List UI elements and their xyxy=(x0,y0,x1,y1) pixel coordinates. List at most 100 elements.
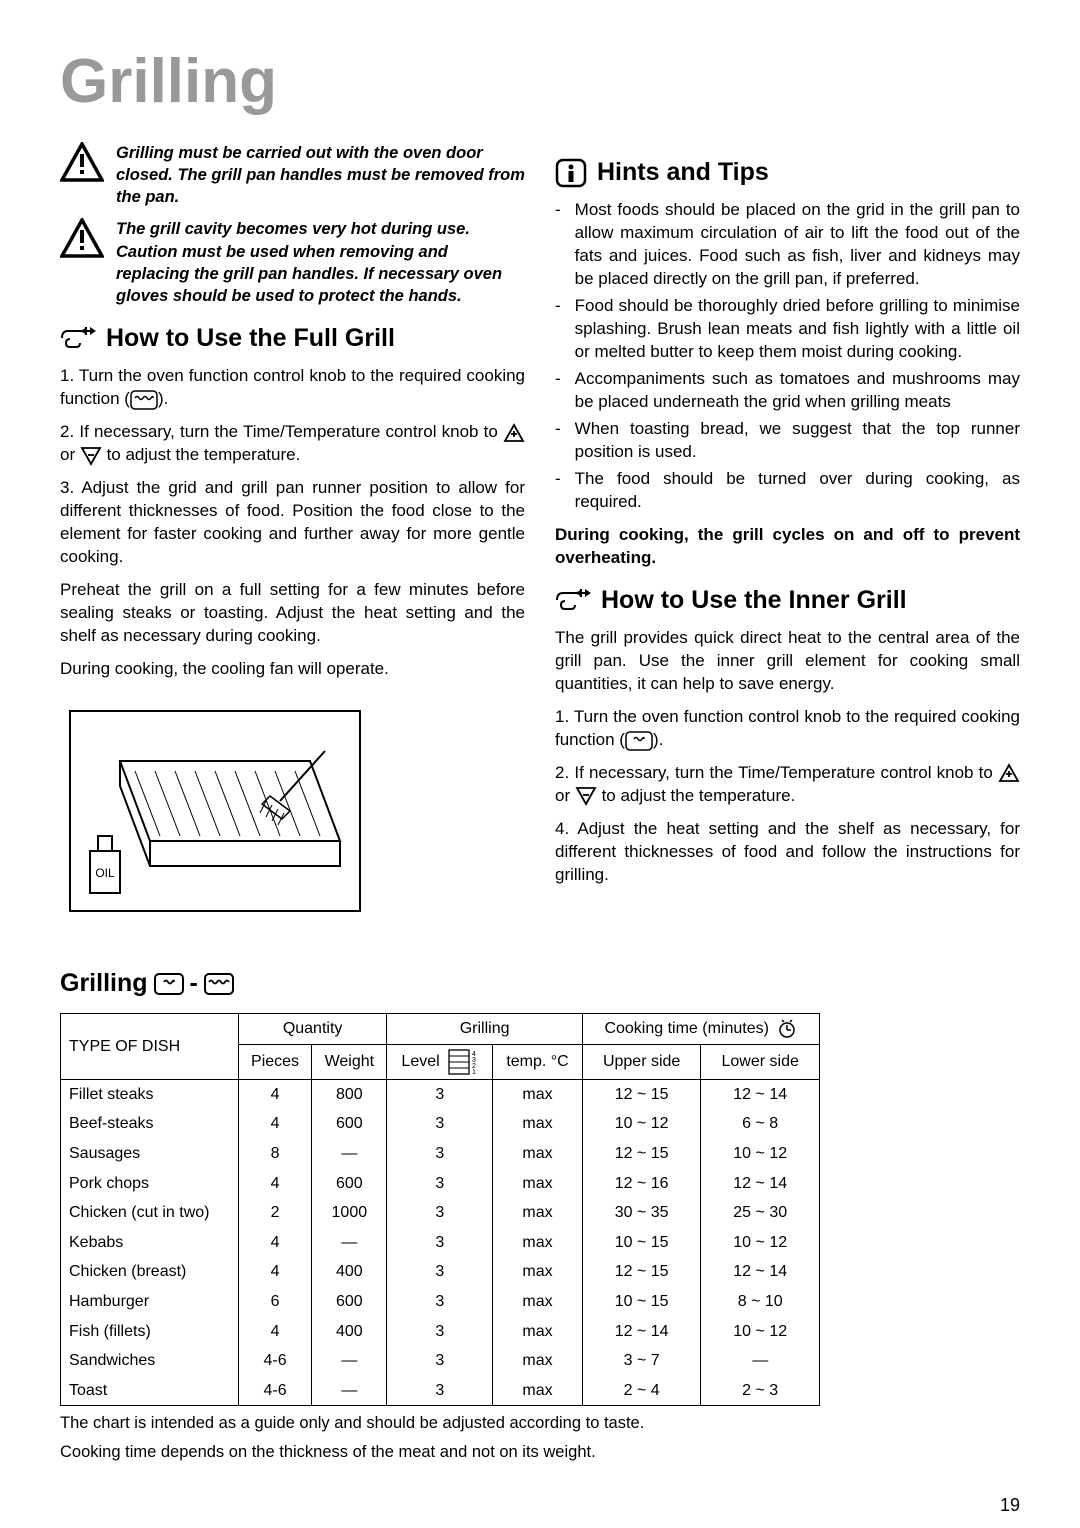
step-text-end: ). xyxy=(158,389,168,408)
inner-grill-function-icon xyxy=(625,731,653,751)
cell-pieces: 4 xyxy=(238,1109,311,1139)
warning-icon xyxy=(60,218,104,258)
table-row: Toast4-6—3max2 ~ 42 ~ 3 xyxy=(61,1376,820,1406)
cell-pieces: 4 xyxy=(238,1079,311,1109)
hint-item: The food should be turned over during co… xyxy=(555,468,1020,514)
cell-lower: — xyxy=(701,1346,820,1376)
heading-text: Hints and Tips xyxy=(597,156,769,190)
th-dish: TYPE OF DISH xyxy=(61,1014,239,1080)
cell-temp: max xyxy=(493,1139,583,1169)
warning-1: Grilling must be carried out with the ov… xyxy=(60,142,525,209)
table-row: Pork chops46003max12 ~ 1612 ~ 14 xyxy=(61,1169,820,1199)
cell-level: 3 xyxy=(387,1109,493,1139)
cell-temp: max xyxy=(493,1198,583,1228)
cell-temp: max xyxy=(493,1169,583,1199)
svg-text:1: 1 xyxy=(472,1069,476,1075)
table-row: Sausages8—3max12 ~ 1510 ~ 12 xyxy=(61,1139,820,1169)
step-text: Adjust the grid and grill pan runner pos… xyxy=(60,478,525,566)
hints-heading: Hints and Tips xyxy=(555,156,1020,190)
cell-level: 3 xyxy=(387,1317,493,1347)
cell-temp: max xyxy=(493,1287,583,1317)
cell-lower: 10 ~ 12 xyxy=(701,1139,820,1169)
cell-lower: 6 ~ 8 xyxy=(701,1109,820,1139)
hints-list: Most foods should be placed on the grid … xyxy=(555,199,1020,513)
cell-upper: 10 ~ 15 xyxy=(582,1228,701,1258)
cell-temp: max xyxy=(493,1346,583,1376)
cell-level: 3 xyxy=(387,1228,493,1258)
th-upper: Upper side xyxy=(582,1044,701,1079)
cell-level: 3 xyxy=(387,1169,493,1199)
step-2: 2. If necessary, turn the Time/Temperatu… xyxy=(60,421,525,467)
hint-text: Food should be thoroughly dried before g… xyxy=(575,295,1020,364)
footnote-2: Cooking time depends on the thickness of… xyxy=(60,1441,1020,1463)
step-text-end: ). xyxy=(653,730,663,749)
hint-item: Accompaniments such as tomatoes and mush… xyxy=(555,368,1020,414)
cell-dish: Chicken (breast) xyxy=(61,1257,239,1287)
table-row: Chicken (breast)44003max12 ~ 1512 ~ 14 xyxy=(61,1257,820,1287)
cell-level: 3 xyxy=(387,1376,493,1406)
warning-icon xyxy=(60,142,104,182)
th-qty: Quantity xyxy=(238,1014,387,1045)
cell-weight: 600 xyxy=(312,1169,387,1199)
cooling-fan-para: During cooking, the cooling fan will ope… xyxy=(60,658,525,681)
clock-icon xyxy=(777,1019,797,1039)
table-row: Kebabs4—3max10 ~ 1510 ~ 12 xyxy=(61,1228,820,1258)
heading-text: How to Use the Full Grill xyxy=(106,322,395,356)
cell-upper: 30 ~ 35 xyxy=(582,1198,701,1228)
cell-dish: Beef-steaks xyxy=(61,1109,239,1139)
cell-level: 3 xyxy=(387,1346,493,1376)
cell-upper: 10 ~ 15 xyxy=(582,1287,701,1317)
full-grill-heading: How to Use the Full Grill xyxy=(60,322,525,356)
svg-text:OIL: OIL xyxy=(95,866,115,880)
cell-lower: 12 ~ 14 xyxy=(701,1079,820,1109)
cell-weight: 1000 xyxy=(312,1198,387,1228)
cell-weight: — xyxy=(312,1228,387,1258)
table-row: Sandwiches4-6—3max3 ~ 7— xyxy=(61,1346,820,1376)
preheat-para: Preheat the grill on a full setting for … xyxy=(60,579,525,648)
grilling-table: TYPE OF DISH Quantity Grilling Cooking t… xyxy=(60,1013,820,1406)
step-text: If necessary, turn the Time/Temperature … xyxy=(574,763,998,782)
full-grill-steps: 1. Turn the oven function control knob t… xyxy=(60,365,525,569)
cell-dish: Chicken (cut in two) xyxy=(61,1198,239,1228)
table-row: Fillet steaks48003max12 ~ 1512 ~ 14 xyxy=(61,1079,820,1109)
cell-weight: 400 xyxy=(312,1317,387,1347)
warning-text: The grill cavity becomes very hot during… xyxy=(116,218,525,307)
cell-pieces: 4 xyxy=(238,1228,311,1258)
hint-item: When toasting bread, we suggest that the… xyxy=(555,418,1020,464)
cell-weight: 600 xyxy=(312,1109,387,1139)
cell-pieces: 4 xyxy=(238,1169,311,1199)
cell-temp: max xyxy=(493,1228,583,1258)
cell-lower: 10 ~ 12 xyxy=(701,1228,820,1258)
cell-pieces: 6 xyxy=(238,1287,311,1317)
cell-weight: 800 xyxy=(312,1079,387,1109)
th-lower: Lower side xyxy=(701,1044,820,1079)
table-row: Fish (fillets)44003max12 ~ 1410 ~ 12 xyxy=(61,1317,820,1347)
cell-weight: 400 xyxy=(312,1257,387,1287)
hint-text: Accompaniments such as tomatoes and mush… xyxy=(575,368,1020,414)
info-icon xyxy=(555,158,587,188)
dash: - xyxy=(190,967,198,1001)
step-3: 3. Adjust the grid and grill pan runner … xyxy=(60,477,525,569)
full-grill-mode-icon xyxy=(204,973,234,995)
th-pieces: Pieces xyxy=(238,1044,311,1079)
table-row: Chicken (cut in two)210003max30 ~ 3525 ~… xyxy=(61,1198,820,1228)
hint-text: Most foods should be placed on the grid … xyxy=(575,199,1020,291)
cell-dish: Pork chops xyxy=(61,1169,239,1199)
minus-icon xyxy=(80,446,102,466)
cell-temp: max xyxy=(493,1257,583,1287)
cell-pieces: 8 xyxy=(238,1139,311,1169)
th-level: Level 4321 xyxy=(387,1044,493,1079)
cell-weight: — xyxy=(312,1139,387,1169)
plus-icon xyxy=(503,423,525,443)
cell-dish: Kebabs xyxy=(61,1228,239,1258)
cell-upper: 12 ~ 14 xyxy=(582,1317,701,1347)
grill-pan-diagram: OIL xyxy=(60,701,370,921)
full-grill-function-icon xyxy=(130,390,158,410)
th-temp: temp. °C xyxy=(493,1044,583,1079)
cell-temp: max xyxy=(493,1317,583,1347)
cell-upper: 12 ~ 15 xyxy=(582,1139,701,1169)
cell-level: 3 xyxy=(387,1079,493,1109)
cell-dish: Sausages xyxy=(61,1139,239,1169)
pointer-icon xyxy=(555,587,591,613)
step-text-end: to adjust the temperature. xyxy=(102,445,300,464)
